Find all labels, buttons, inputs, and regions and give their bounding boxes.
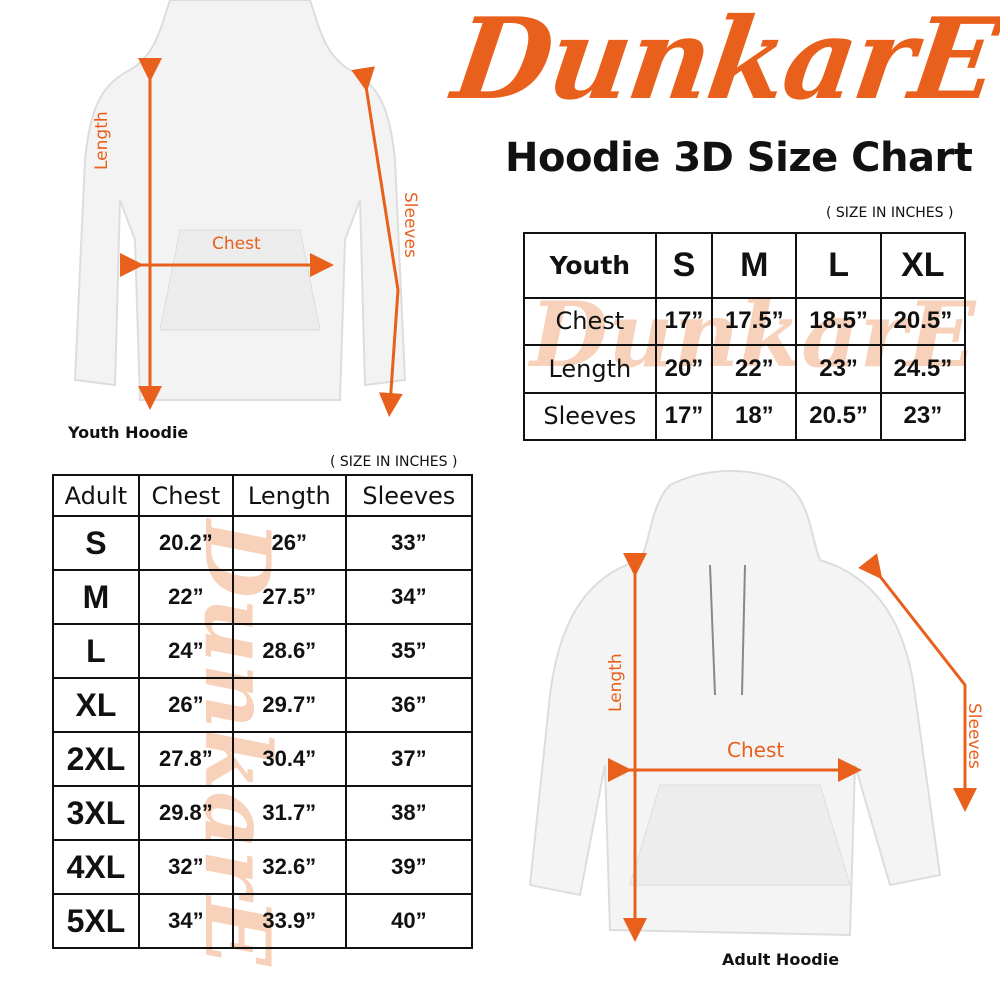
- header-cell: Adult: [52, 473, 140, 518]
- value-cell: 35”: [344, 623, 474, 680]
- value-cell: 20”: [654, 344, 714, 394]
- header-cell: Youth: [523, 232, 657, 299]
- row-label-cell: XL: [52, 677, 140, 734]
- value-cell: 27.8”: [137, 731, 234, 788]
- table-row: Length 20” 22” 23” 24.5”: [523, 344, 967, 394]
- table-row: S 20.2” 26” 33”: [52, 515, 474, 572]
- header-cell: XL: [879, 232, 967, 299]
- value-cell: 17”: [654, 296, 714, 347]
- table-row: 4XL 32” 32.6” 39”: [52, 839, 474, 896]
- adult-hoodie-label: Adult Hoodie: [722, 950, 840, 969]
- table-row: M 22” 27.5” 34”: [52, 569, 474, 626]
- table-row: 5XL 34” 33.9” 40”: [52, 893, 474, 949]
- value-cell: 34”: [137, 893, 234, 949]
- table-row: Chest 17” 17.5” 18.5” 20.5”: [523, 296, 967, 347]
- value-cell: 33.9”: [231, 893, 347, 949]
- value-cell: 34”: [344, 569, 474, 626]
- page-title: Hoodie 3D Size Chart: [505, 135, 973, 181]
- value-cell: 26”: [231, 515, 347, 572]
- value-cell: 31.7”: [231, 785, 347, 842]
- youth-units: ( SIZE IN INCHES ): [826, 205, 954, 221]
- value-cell: 23”: [795, 344, 882, 394]
- header-cell: S: [654, 232, 714, 299]
- value-cell: 22”: [137, 569, 234, 626]
- table-header-row: Adult Chest Length Sleeves: [52, 473, 474, 518]
- header-cell: Sleeves: [344, 473, 474, 518]
- value-cell: 22”: [711, 344, 798, 394]
- header-cell: M: [711, 232, 798, 299]
- row-label-cell: M: [52, 569, 140, 626]
- table-row: 2XL 27.8” 30.4” 37”: [52, 731, 474, 788]
- value-cell: 30.4”: [231, 731, 347, 788]
- value-cell: 29.7”: [231, 677, 347, 734]
- value-cell: 27.5”: [231, 569, 347, 626]
- value-cell: 24”: [137, 623, 234, 680]
- value-cell: 38”: [344, 785, 474, 842]
- adult-hoodie-image: [528, 470, 977, 942]
- row-label-cell: 5XL: [52, 893, 140, 949]
- header-cell: Chest: [137, 473, 234, 518]
- value-cell: 26”: [137, 677, 234, 734]
- table-row: XL 26” 29.7” 36”: [52, 677, 474, 734]
- value-cell: 20.2”: [137, 515, 234, 572]
- row-label-cell: 2XL: [52, 731, 140, 788]
- adult-length-label: Length: [606, 653, 626, 712]
- youth-hoodie-label: Youth Hoodie: [68, 423, 189, 442]
- value-cell: 17”: [654, 391, 714, 442]
- header-cell: L: [795, 232, 882, 299]
- row-label-cell: L: [52, 623, 140, 680]
- brand-logo: DunkarE: [445, 0, 1000, 125]
- row-label-cell: 4XL: [52, 839, 140, 896]
- youth-size-table: Youth S M L XL Chest 17” 17.5” 18.5” 20.5” Length 2…: [523, 232, 967, 442]
- row-label-cell: 3XL: [52, 785, 140, 842]
- table-row: L 24” 28.6” 35”: [52, 623, 474, 680]
- value-cell: 20.5”: [879, 296, 967, 347]
- value-cell: 28.6”: [231, 623, 347, 680]
- value-cell: 29.8”: [137, 785, 234, 842]
- adult-size-table: Adult Chest Length Sleeves S 20.2” 26” 33” M 22” 2…: [52, 473, 474, 949]
- header-cell: Length: [231, 473, 347, 518]
- value-cell: 36”: [344, 677, 474, 734]
- youth-length-label: Length: [92, 111, 112, 170]
- row-label-cell: Sleeves: [523, 391, 657, 442]
- value-cell: 32”: [137, 839, 234, 896]
- adult-chest-label: Chest: [727, 738, 785, 762]
- value-cell: 23”: [879, 391, 967, 442]
- table-header-row: Youth S M L XL: [523, 232, 967, 299]
- table-row: Sleeves 17” 18” 20.5” 23”: [523, 391, 967, 442]
- youth-chest-label: Chest: [212, 234, 261, 254]
- adult-sleeves-label: Sleeves: [964, 703, 984, 769]
- value-cell: 37”: [344, 731, 474, 788]
- value-cell: 18.5”: [795, 296, 882, 347]
- row-label-cell: S: [52, 515, 140, 572]
- table-row: 3XL 29.8” 31.7” 38”: [52, 785, 474, 842]
- row-label-cell: Chest: [523, 296, 657, 347]
- value-cell: 40”: [344, 893, 474, 949]
- youth-sleeves-label: Sleeves: [400, 192, 420, 258]
- adult-units: ( SIZE IN INCHES ): [330, 454, 458, 470]
- value-cell: 17.5”: [711, 296, 798, 347]
- value-cell: 32.6”: [231, 839, 347, 896]
- value-cell: 33”: [344, 515, 474, 572]
- value-cell: 18”: [711, 391, 798, 442]
- value-cell: 20.5”: [795, 391, 882, 442]
- youth-hoodie-image: [73, 0, 407, 417]
- row-label-cell: Length: [523, 344, 657, 394]
- value-cell: 24.5”: [879, 344, 967, 394]
- value-cell: 39”: [344, 839, 474, 896]
